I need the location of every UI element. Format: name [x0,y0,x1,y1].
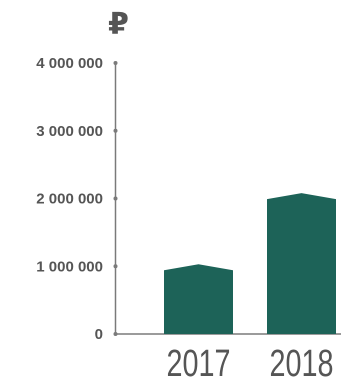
x-axis-categories: 2017 2018 [167,343,334,385]
y-axis-ticks: 0 1 000 000 2 000 000 3 000 000 4 000 000 [36,55,118,343]
bar-2017 [164,264,233,334]
x-category-label: 2018 [270,343,334,385]
currency-unit-label: ₽ [108,7,129,42]
bar-2018 [267,193,336,334]
x-category-label: 2017 [167,343,231,385]
y-tick-mark [113,196,118,201]
y-tick-label: 3 000 000 [36,123,103,140]
y-tick-mark [113,264,118,269]
y-tick-mark [113,61,118,65]
y-tick-label: 2 000 000 [36,191,103,208]
bars-group [164,193,336,334]
y-tick-label: 0 [95,326,103,343]
y-tick-label: 1 000 000 [36,258,103,275]
y-tick-label: 4 000 000 [36,55,103,72]
y-tick-mark [113,332,118,336]
y-tick-mark [113,128,118,133]
